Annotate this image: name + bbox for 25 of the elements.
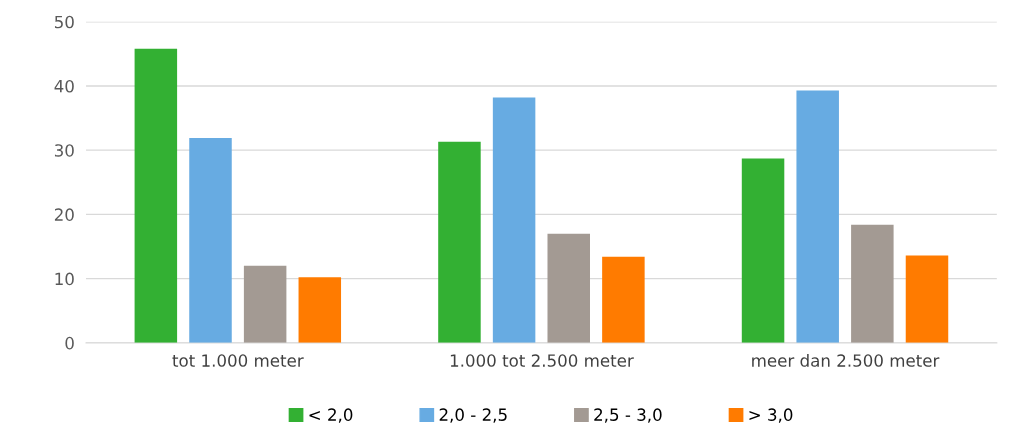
legend-label: 2,5 - 3,0 [594, 408, 662, 423]
y-tick-label: 0 [65, 336, 74, 350]
legend-label: < 2,0 [309, 408, 353, 423]
bar [547, 233, 590, 343]
x-tick-label: meer dan 2.500 meter [752, 353, 940, 367]
bar [905, 255, 949, 343]
x-tick-label: 1.000 tot 2.500 meter [450, 354, 634, 367]
y-tick-label: 20 [54, 208, 74, 221]
y-tick-label: 50 [54, 15, 74, 29]
bar [741, 158, 785, 343]
bar [189, 137, 232, 343]
bar [438, 141, 481, 343]
legend-label: 2,0 - 2,5 [439, 408, 507, 423]
y-tick-label: 40 [54, 79, 74, 93]
legend-label: > 3,0 [749, 408, 793, 423]
bar [851, 224, 894, 343]
bar [602, 256, 645, 343]
bar [134, 48, 178, 343]
x-tick-label: tot 1.000 meter [172, 354, 304, 367]
y-tick-label: 30 [54, 144, 74, 157]
bar [492, 97, 536, 343]
bar [796, 90, 839, 343]
y-tick-label: 10 [55, 272, 74, 286]
bar [243, 265, 287, 343]
bar [298, 277, 342, 343]
